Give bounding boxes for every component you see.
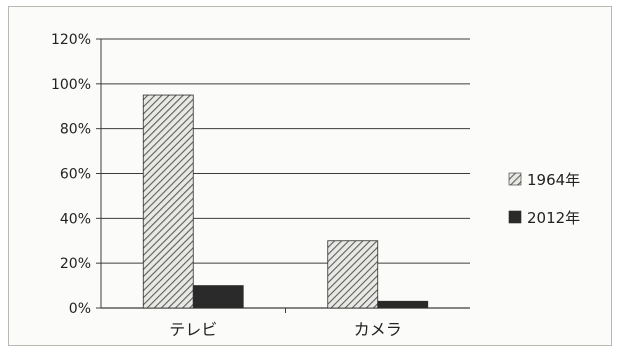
y-tick-label: 40%: [60, 211, 91, 227]
y-tick-label: 100%: [51, 77, 91, 93]
legend-label: 1964年: [527, 171, 580, 189]
legend-swatch: [509, 211, 521, 223]
y-tick-label: 80%: [60, 122, 91, 138]
legend-label: 2012年: [527, 209, 580, 227]
legend: 1964年 2012年: [509, 171, 580, 227]
y-tick-label: 0%: [69, 301, 91, 317]
y-tick-label: 120%: [51, 32, 91, 48]
x-category-label: カメラ: [354, 320, 402, 339]
y-tick-label: 60%: [60, 167, 91, 183]
bar-series1-2: [328, 241, 378, 308]
x-category-label: テレビ: [169, 320, 217, 339]
chart-frame: 0% 20% 40% 60% 80% 100% 120% テレビ カメラ 1964年 2012年: [8, 6, 612, 346]
bar-series2-1: [193, 286, 243, 308]
bar-chart: 0% 20% 40% 60% 80% 100% 120% テレビ カメラ 1964年 2012年: [9, 7, 613, 347]
bar-series1-1: [143, 95, 193, 308]
bar-series2-2: [378, 301, 428, 308]
legend-swatch: [509, 173, 521, 185]
y-tick-label: 20%: [60, 256, 91, 272]
bars: [143, 95, 428, 308]
